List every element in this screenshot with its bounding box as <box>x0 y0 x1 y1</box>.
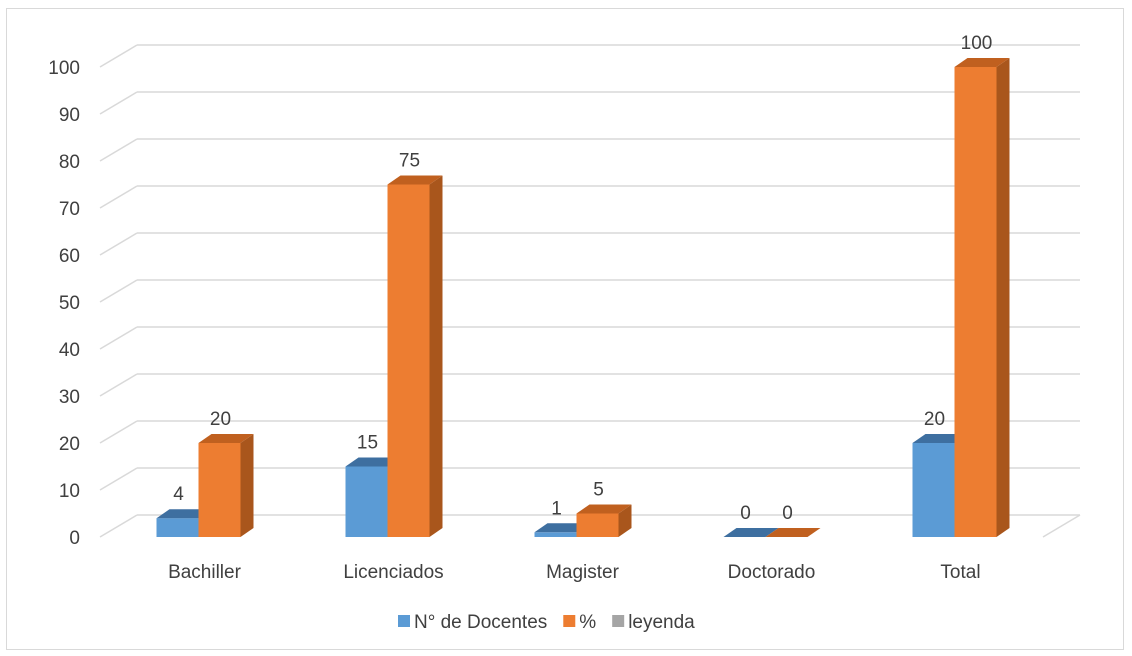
x-category-label: Magister <box>546 562 620 583</box>
bar-side <box>618 504 632 537</box>
legend-label: N° de Docentes <box>414 612 547 633</box>
gridline-depth <box>99 44 138 68</box>
gridline-depth <box>99 138 138 162</box>
bar-top <box>345 457 401 467</box>
y-tick-label: 90 <box>59 105 80 126</box>
bar-front <box>156 518 199 537</box>
y-tick-label: 20 <box>59 434 80 455</box>
y-tick-label: 0 <box>69 528 80 549</box>
bar-top <box>723 528 779 537</box>
gridline-depth <box>99 326 138 350</box>
bar-front <box>576 513 619 537</box>
bar-side <box>240 434 254 537</box>
bar-side <box>996 58 1010 537</box>
data-label: 5 <box>593 480 604 501</box>
data-label: 20 <box>210 409 231 430</box>
data-label: 100 <box>961 33 993 54</box>
gridline-depth <box>99 467 138 491</box>
gridline-depth <box>99 420 138 444</box>
bar-front <box>387 184 430 537</box>
bar-front <box>912 443 955 537</box>
bar-side <box>429 175 443 537</box>
y-tick-label: 100 <box>48 58 80 79</box>
legend-swatch <box>398 615 410 627</box>
y-tick-label: 80 <box>59 152 80 173</box>
y-tick-label: 40 <box>59 340 80 361</box>
legend-swatch <box>612 615 625 627</box>
data-label: 1 <box>551 498 562 519</box>
floor-edge <box>1042 514 1081 538</box>
bar-front <box>198 443 241 537</box>
legend-label: % <box>579 612 596 633</box>
gridline-depth <box>99 91 138 115</box>
x-category-label: Bachiller <box>168 562 242 583</box>
gridline-depth <box>99 185 138 209</box>
legend-label: leyenda <box>628 612 695 633</box>
bar-top <box>954 58 1010 67</box>
x-category-label: Licenciados <box>343 562 443 583</box>
gridline-depth <box>99 232 138 256</box>
data-label: 15 <box>357 433 378 454</box>
x-category-label: Total <box>940 562 980 583</box>
data-label: 0 <box>740 503 751 524</box>
x-category-label: Doctorado <box>728 562 816 583</box>
data-label: 20 <box>924 409 945 430</box>
y-tick-label: 10 <box>59 481 80 502</box>
legend-swatch <box>563 615 576 627</box>
gridline-depth <box>99 279 138 303</box>
gridline-depth <box>99 373 138 397</box>
bar-top <box>534 523 590 533</box>
y-tick-label: 30 <box>59 387 80 408</box>
chart-frame <box>6 8 1124 650</box>
bar-top <box>765 528 821 537</box>
bar-front <box>345 466 388 537</box>
bar-front <box>954 67 997 537</box>
bar-top <box>576 504 632 514</box>
bar-front <box>534 532 577 537</box>
data-label: 0 <box>782 503 793 524</box>
y-tick-label: 70 <box>59 199 80 220</box>
bar-top <box>198 434 254 443</box>
y-tick-label: 60 <box>59 246 80 267</box>
bar-top <box>912 434 968 443</box>
data-label: 75 <box>399 151 420 172</box>
y-tick-label: 50 <box>59 293 80 314</box>
data-label: 4 <box>173 484 184 505</box>
bar-top <box>387 175 443 185</box>
bar-top <box>156 509 212 519</box>
gridline-depth <box>99 514 138 538</box>
